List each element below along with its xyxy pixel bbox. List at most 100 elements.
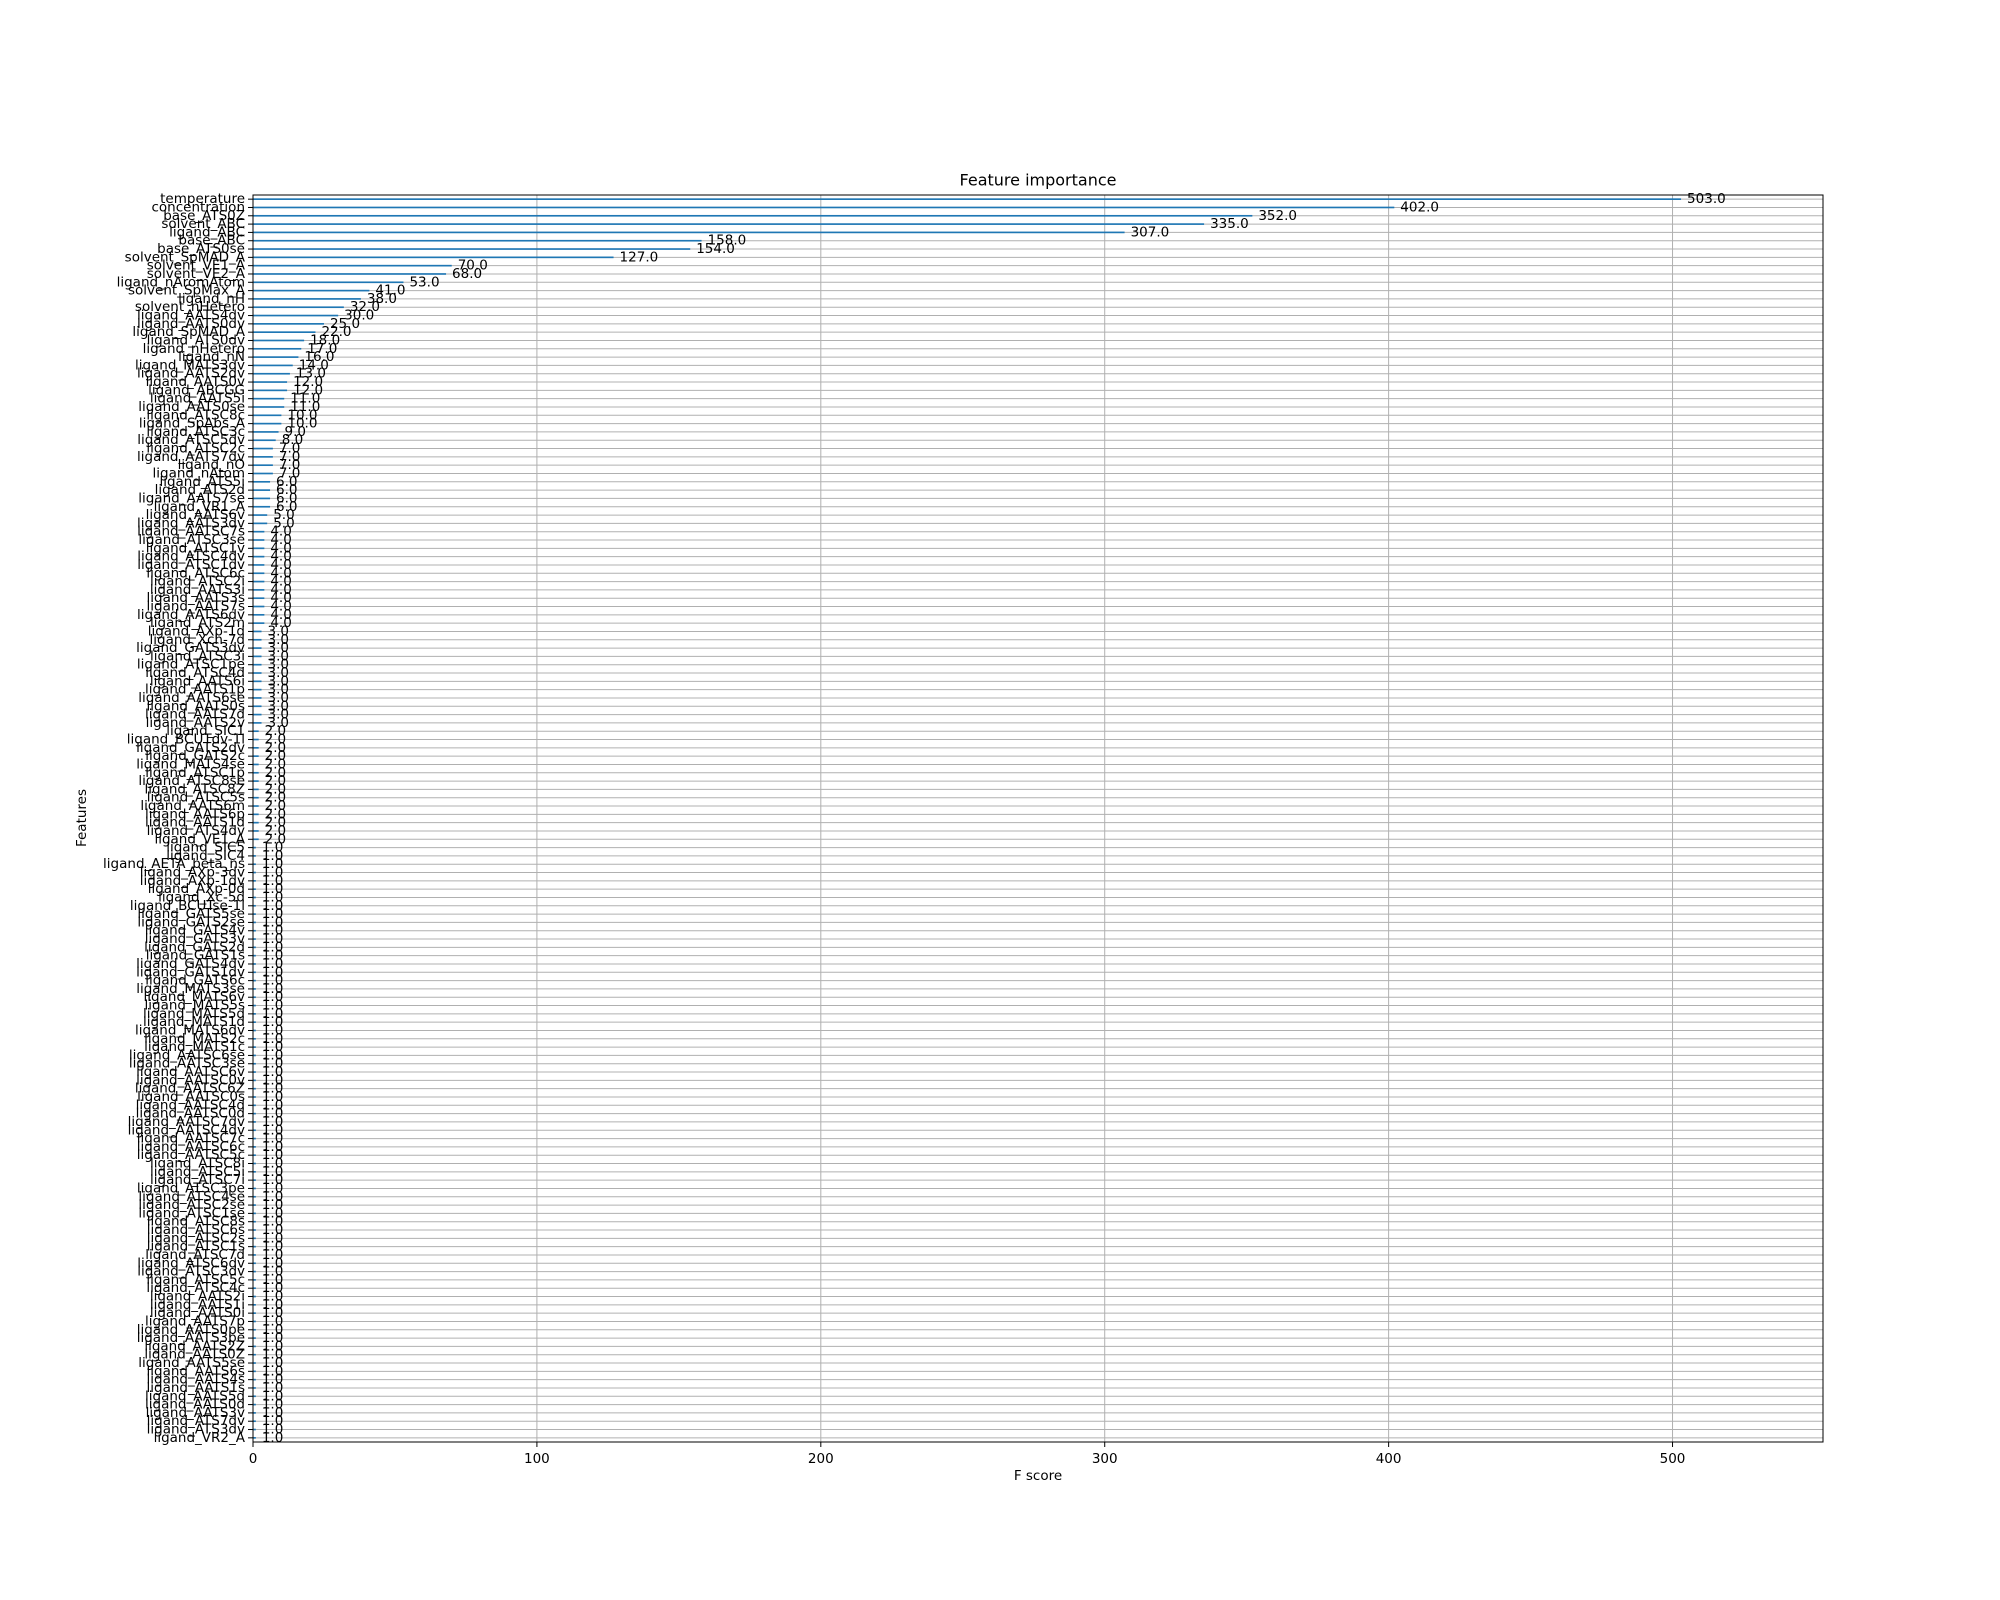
value-label: 1.0 (262, 1122, 283, 1138)
bar (253, 938, 256, 940)
bar (253, 1362, 256, 1364)
bar (253, 663, 262, 666)
y-axis-label: Features (74, 789, 90, 847)
y-tick-label: ligand_SpMAD_A (132, 324, 245, 340)
value-label: 1.0 (262, 1272, 283, 1288)
bar (253, 830, 259, 832)
y-tick-label: ligand_AATS2Z (144, 1338, 245, 1354)
bar (253, 996, 256, 999)
y-tick-label: ligand_AATSC7s (137, 524, 245, 540)
value-label: 4.0 (270, 549, 291, 565)
y-tick-label: ligand_AATS1d (145, 815, 245, 831)
value-label: 1.0 (262, 1422, 283, 1438)
bar (253, 223, 1205, 225)
value-label: 10.0 (287, 416, 317, 432)
bar (253, 888, 256, 890)
y-tick-label: ligand_SIC4 (166, 848, 245, 864)
y-tick-label: ligand_ATSC5s (147, 790, 245, 806)
bar (253, 414, 282, 417)
y-tick-label: ligand_GATS5se (137, 906, 245, 922)
y-tick-label: solvent_SpMAD_A (125, 249, 246, 265)
value-label: 1.0 (262, 1205, 283, 1221)
value-label: 1.0 (262, 873, 283, 889)
value-label: 1.0 (262, 1313, 283, 1329)
y-tick-label: ligand_MATS6v (144, 989, 245, 1005)
y-tick-label: ligand_AATS0dv (137, 316, 245, 332)
y-tick-label: ligand_GATS3v (145, 931, 245, 947)
value-label: 1.0 (262, 1081, 283, 1097)
value-label: 1.0 (262, 1214, 283, 1230)
y-tick-label: ligand_ATS0dv (147, 332, 245, 348)
y-tick-label: ligand_ATSC4se (138, 1189, 245, 1205)
y-tick-label: ligand_AATS7se (138, 490, 245, 506)
value-label: 1.0 (262, 1072, 283, 1088)
bar (253, 464, 273, 467)
value-label: 68.0 (452, 266, 482, 282)
value-label: 1.0 (262, 1347, 283, 1363)
bar (253, 1287, 256, 1290)
bar (253, 1187, 256, 1190)
value-label: 22.0 (321, 324, 351, 340)
y-tick-label: solvent_ABC (161, 216, 245, 232)
bar (253, 1129, 256, 1132)
y-tick-label: ligand_AATS6i (150, 673, 245, 689)
bar (253, 1403, 256, 1406)
y-tick-label: ligand_AATSC6c (137, 1139, 245, 1155)
bar (253, 323, 324, 325)
y-tick-label: ligand_AATS0d (145, 1397, 245, 1413)
value-label: 2.0 (265, 831, 286, 847)
value-label: 1.0 (262, 865, 283, 881)
bar (253, 248, 691, 250)
value-label: 1.0 (262, 1388, 283, 1404)
value-label: 2.0 (265, 815, 286, 831)
y-tick-label: ligand_ATSC2c (146, 441, 245, 457)
value-label: 1.0 (262, 948, 283, 964)
bar (253, 1254, 256, 1256)
value-label: 12.0 (293, 382, 323, 398)
bar (253, 356, 299, 358)
bar (253, 979, 256, 982)
value-label: 1.0 (262, 1280, 283, 1296)
value-label: 53.0 (409, 274, 439, 290)
y-tick-label: ligand_GATS4v (145, 923, 245, 939)
y-tick-label: base_ATS0se (157, 241, 245, 257)
y-tick-label: ligand_AATS6m (140, 798, 245, 814)
value-label: 1.0 (262, 840, 283, 856)
value-label: 3.0 (268, 690, 289, 706)
value-label: 1.0 (262, 881, 283, 897)
value-label: 1.0 (262, 964, 283, 980)
y-tick-label: ligand_ATSC5c (146, 1272, 245, 1288)
y-tick-label: ligand_AATS0s (147, 698, 245, 714)
y-tick-label: ligand_ATSC3pe (137, 1180, 245, 1196)
value-label: 402.0 (1400, 199, 1439, 215)
value-label: 25.0 (330, 316, 360, 332)
y-tick-label: ligand_GATS4dv (136, 956, 245, 972)
y-tick-label: ligand_nAromAtom (117, 274, 245, 290)
bar (253, 655, 262, 658)
bar (253, 389, 288, 392)
value-label: 158.0 (708, 233, 747, 249)
bar (253, 896, 256, 899)
y-tick-label: ligand_ABCGG (148, 382, 245, 398)
value-label: 12.0 (293, 374, 323, 390)
bar (253, 1195, 256, 1198)
value-label: 1.0 (262, 1097, 283, 1113)
value-label: 32.0 (350, 299, 380, 315)
value-label: 3.0 (268, 707, 289, 723)
y-tick-label: ligand_AATSC6Z (135, 1081, 245, 1097)
value-label: 1.0 (262, 1006, 283, 1022)
bar (253, 530, 265, 533)
y-tick-label: ligand_Xc-5d (158, 889, 245, 905)
y-tick-label: ligand_GATS1dv (136, 964, 245, 980)
bar (253, 1328, 256, 1331)
bar (253, 314, 339, 317)
bar (253, 198, 1682, 200)
value-label: 1.0 (262, 1039, 283, 1055)
bar (253, 1204, 256, 1206)
value-label: 7.0 (279, 457, 300, 473)
y-tick-label: ligand_nHetero (143, 341, 245, 357)
bar (253, 1021, 256, 1024)
y-tick-label: ligand_ATSC4dv (137, 549, 245, 565)
y-tick-label: ligand_nN (178, 349, 245, 365)
y-tick-label: ligand_AATSC0v (136, 1072, 245, 1088)
